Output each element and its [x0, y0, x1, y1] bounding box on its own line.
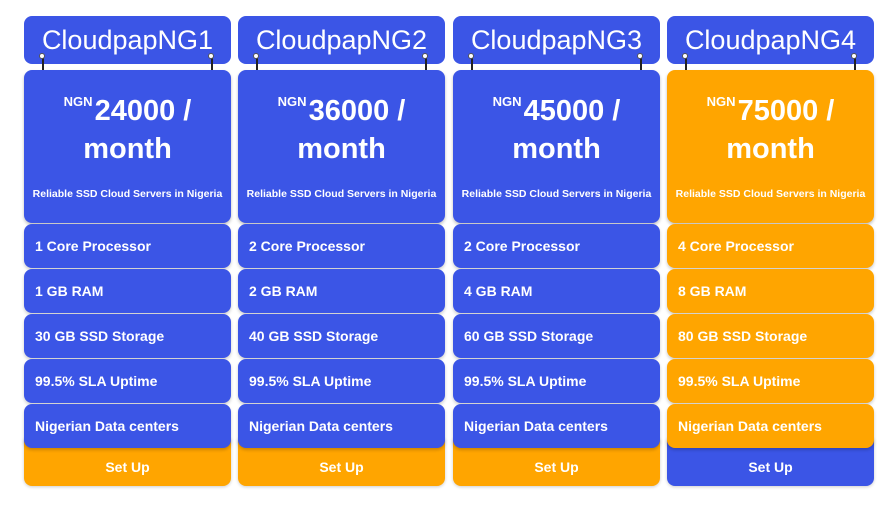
feature-item: 1 Core Processor	[24, 224, 231, 268]
feature-item: 2 Core Processor	[238, 224, 445, 268]
pricing-card: CloudpapNG2 NGN36000 / month Reliable SSD…	[238, 16, 445, 486]
feature-item: Nigerian Data centers	[453, 404, 660, 448]
plan-title: CloudpapNG2	[238, 16, 445, 64]
period: month	[297, 133, 386, 165]
feature-item: 30 GB SSD Storage	[24, 314, 231, 358]
feature-item: 99.5% SLA Uptime	[238, 359, 445, 403]
currency: NGN	[492, 94, 522, 109]
feature-item: 99.5% SLA Uptime	[453, 359, 660, 403]
pricing-card: CloudpapNG4 NGN75000 / month Reliable SSD…	[667, 16, 874, 486]
tagline: Reliable SSD Cloud Servers in Nigeria	[461, 188, 652, 200]
plan-title: CloudpapNG4	[667, 16, 874, 64]
price-section: NGN45000 / month Reliable SSD Cloud Serve…	[453, 70, 660, 223]
price-section: NGN75000 / month Reliable SSD Cloud Serve…	[667, 70, 874, 223]
feature-item: 40 GB SSD Storage	[238, 314, 445, 358]
currency: NGN	[706, 94, 736, 109]
price-section: NGN24000 / month Reliable SSD Cloud Serve…	[24, 70, 231, 223]
tagline: Reliable SSD Cloud Servers in Nigeria	[675, 188, 866, 200]
feature-item: 8 GB RAM	[667, 269, 874, 313]
tagline: Reliable SSD Cloud Servers in Nigeria	[246, 188, 437, 200]
feature-item: 2 Core Processor	[453, 224, 660, 268]
feature-item: Nigerian Data centers	[667, 404, 874, 448]
price: 75000 /	[737, 95, 835, 127]
tagline: Reliable SSD Cloud Servers in Nigeria	[32, 188, 223, 200]
feature-item: 4 GB RAM	[453, 269, 660, 313]
feature-item: 1 GB RAM	[24, 269, 231, 313]
price: 24000 /	[94, 95, 192, 127]
price: 36000 /	[308, 95, 406, 127]
feature-item: Nigerian Data centers	[24, 404, 231, 448]
feature-item: 60 GB SSD Storage	[453, 314, 660, 358]
currency: NGN	[63, 94, 93, 109]
plan-title: CloudpapNG3	[453, 16, 660, 64]
feature-item: 80 GB SSD Storage	[667, 314, 874, 358]
pricing-card: CloudpapNG1 NGN24000 / month Reliable SSD…	[24, 16, 231, 486]
feature-item: 2 GB RAM	[238, 269, 445, 313]
price-section: NGN36000 / month Reliable SSD Cloud Serve…	[238, 70, 445, 223]
period: month	[83, 133, 172, 165]
feature-item: 99.5% SLA Uptime	[667, 359, 874, 403]
feature-item: 99.5% SLA Uptime	[24, 359, 231, 403]
feature-item: Nigerian Data centers	[238, 404, 445, 448]
plan-title: CloudpapNG1	[24, 16, 231, 64]
feature-item: 4 Core Processor	[667, 224, 874, 268]
price: 45000 /	[523, 95, 621, 127]
period: month	[512, 133, 601, 165]
pricing-card: CloudpapNG3 NGN45000 / month Reliable SSD…	[453, 16, 660, 486]
currency: NGN	[277, 94, 307, 109]
period: month	[726, 133, 815, 165]
